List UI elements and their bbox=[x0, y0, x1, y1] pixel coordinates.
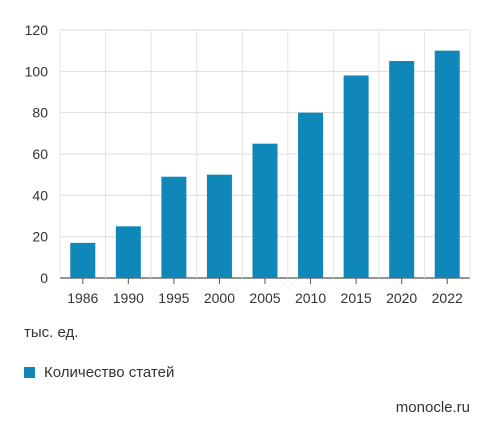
y-tick-label: 20 bbox=[32, 229, 48, 245]
y-tick-label: 120 bbox=[25, 22, 49, 38]
x-tick-label: 2005 bbox=[249, 290, 280, 306]
bar bbox=[70, 242, 96, 278]
bar bbox=[434, 50, 460, 278]
legend: Количество статей bbox=[24, 364, 174, 381]
y-tick-label: 60 bbox=[32, 146, 48, 162]
bar-chart: 0 20 40 60 80 100 120 1986 1990 1995 2000 2005 2010 2… bbox=[25, 22, 471, 306]
bar bbox=[206, 174, 232, 278]
y-tick-label: 100 bbox=[25, 63, 49, 79]
y-tick-label: 80 bbox=[32, 105, 48, 121]
bar bbox=[298, 112, 324, 279]
x-tick-label: 1995 bbox=[158, 290, 189, 306]
unit-label: тыс. ед. bbox=[24, 324, 79, 341]
bar bbox=[115, 226, 141, 278]
source-label: monocle.ru bbox=[395, 399, 470, 416]
x-tick-label: 2015 bbox=[341, 290, 372, 306]
y-tick-label: 40 bbox=[32, 187, 48, 203]
x-tick-label: 2010 bbox=[295, 290, 326, 306]
x-tick-label: 1986 bbox=[67, 290, 98, 306]
x-tick-label: 1990 bbox=[113, 290, 144, 306]
bar bbox=[389, 61, 415, 278]
legend-swatch bbox=[24, 367, 35, 378]
y-tick-label: 0 bbox=[40, 270, 48, 286]
x-tick-label: 2000 bbox=[204, 290, 235, 306]
legend-label: Количество статей bbox=[44, 364, 175, 381]
x-tick-label: 2020 bbox=[386, 290, 417, 306]
bar bbox=[161, 176, 187, 278]
bar bbox=[252, 143, 278, 278]
bar bbox=[343, 75, 369, 278]
x-tick-label: 2022 bbox=[432, 290, 463, 306]
